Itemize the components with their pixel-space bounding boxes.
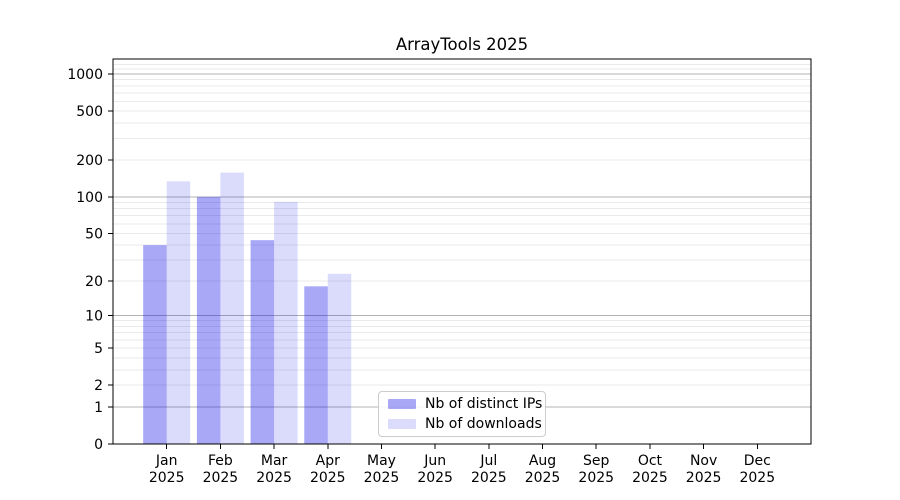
y-tick-label-500: 500 [76,104,103,120]
x-tick-year-dec: 2025 [739,470,775,486]
x-tick-label-dec: Dec [744,453,771,469]
legend: Nb of distinct IPs Nb of downloads [378,391,546,437]
x-tick-year-jul: 2025 [471,470,507,486]
y-tick-label-20: 20 [85,274,103,290]
bar-nb-of-downloads-mar [274,201,298,444]
bar-nb-of-downloads-jan [166,181,191,445]
x-tick-label-jun: Jun [423,453,446,469]
x-tick-label-nov: Nov [690,453,717,469]
x-tick-label-apr: Apr [316,453,340,469]
legend-item-distinct-ips: Nb of distinct IPs [388,396,542,412]
x-tick-year-mar: 2025 [256,470,292,486]
x-tick-label-jan: Jan [155,453,178,469]
chart-title: ArrayTools 2025 [395,35,529,54]
y-tick-label-1000: 1000 [67,67,103,83]
y-tick-label-200: 200 [76,153,103,169]
x-tick-year-sep: 2025 [578,470,614,486]
x-tick-year-jun: 2025 [417,470,453,486]
x-tick-year-jan: 2025 [149,470,185,486]
x-tick-label-jul: Jul [479,453,497,469]
legend-label-distinct-ips: Nb of distinct IPs [425,395,543,412]
axes-frame [112,58,812,445]
bar-nb-of-distinct-ips-feb [196,196,221,444]
y-tick-label-0: 0 [94,437,103,453]
legend-label-downloads: Nb of downloads [425,415,542,432]
y-tick-label-50: 50 [85,226,103,242]
x-tick-label-sep: Sep [583,453,610,469]
bar-nb-of-distinct-ips-jan [143,245,167,444]
x-tick-year-nov: 2025 [686,470,722,486]
x-tick-label-mar: Mar [261,453,288,469]
y-tick-label-5: 5 [94,341,103,357]
x-tick-year-oct: 2025 [632,470,668,486]
bar-nb-of-distinct-ips-mar [250,240,275,444]
bar-nb-of-downloads-apr [327,273,352,444]
y-tick-label-10: 10 [85,309,103,325]
x-tick-year-may: 2025 [364,470,400,486]
bar-nb-of-downloads-feb [220,172,244,444]
legend-item-downloads: Nb of downloads [388,416,542,432]
x-tick-year-apr: 2025 [310,470,346,486]
x-tick-label-oct: Oct [638,453,663,469]
x-tick-year-feb: 2025 [203,470,239,486]
bar-nb-of-distinct-ips-apr [304,286,328,444]
legend-swatch-distinct-ips [388,399,416,409]
x-tick-label-aug: Aug [529,453,556,469]
legend-swatch-downloads [388,419,416,429]
y-tick-label-2: 2 [94,378,103,394]
x-tick-year-aug: 2025 [525,470,561,486]
y-tick-label-100: 100 [76,190,103,206]
x-tick-label-may: May [367,453,396,469]
y-tick-label-1: 1 [94,400,103,416]
x-tick-label-feb: Feb [208,453,233,469]
